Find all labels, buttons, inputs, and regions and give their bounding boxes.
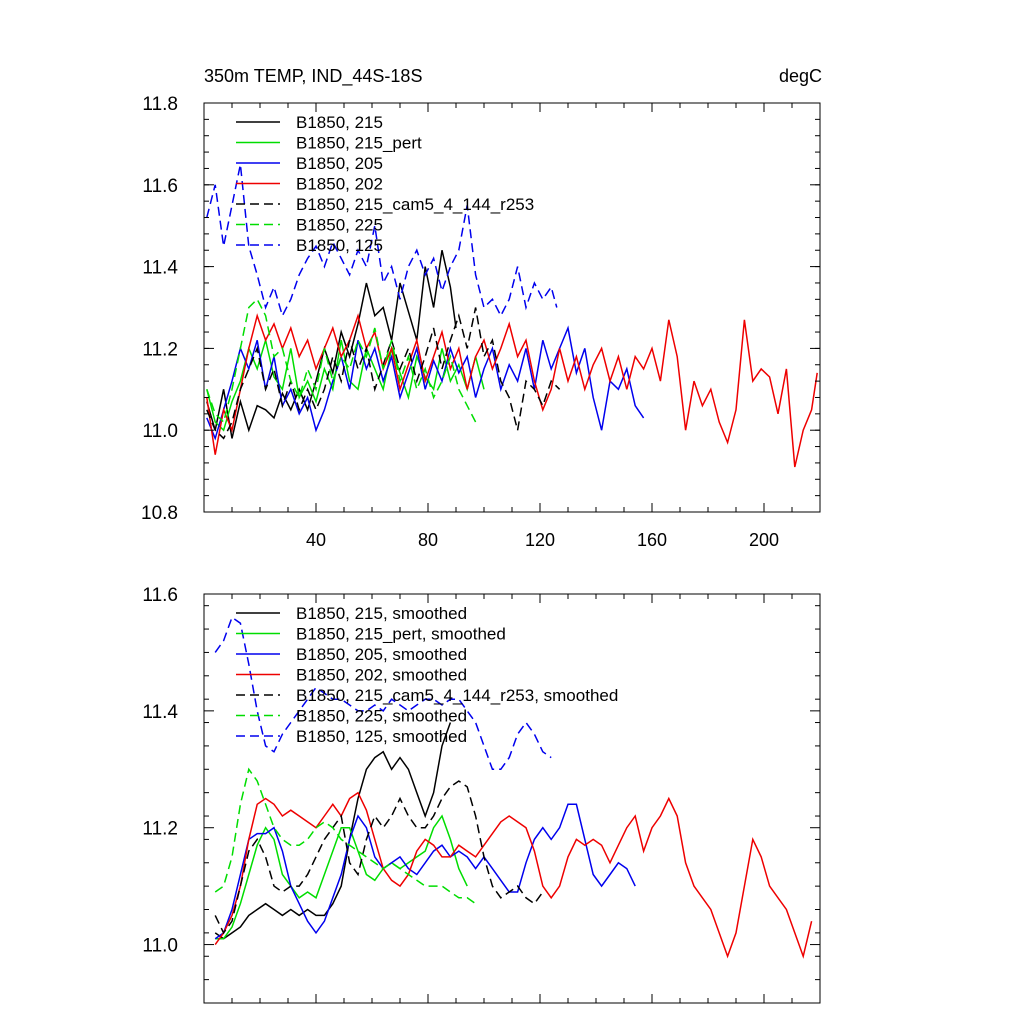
series-line-3 [214, 791, 813, 959]
top-panel-axes: 40 80 120 160 200 10.8 11.0 11.2 11.4 11.6 11.8 [141, 94, 821, 550]
bottom-panel-axes: 11.0 11.2 11.4 11.6 [142, 585, 821, 1004]
x-tick-label: 120 [525, 530, 555, 550]
legend-label: B1850, 215_pert [296, 134, 422, 153]
series-line-2 [214, 803, 636, 940]
y-tick-label: 11.4 [142, 258, 178, 279]
series-line-5 [214, 767, 477, 905]
x-tick-label: 40 [306, 530, 326, 550]
series-line-3 [206, 313, 818, 468]
y-tick-label: 11.0 [142, 936, 178, 957]
x-tick-label: 200 [749, 530, 779, 550]
legend-label: B1850, 125, smoothed [296, 727, 467, 746]
y-tick-label: 11.0 [142, 421, 178, 442]
series-line-0 [214, 722, 452, 940]
top-panel-units: degC [779, 66, 822, 86]
legend-label: B1850, 215_cam5_4_144_r253 [296, 195, 534, 214]
series-line-1 [215, 814, 468, 940]
y-tick-label: 11.6 [142, 176, 178, 197]
legend-label: B1850, 225, smoothed [296, 707, 467, 726]
y-tick-label: 11.2 [142, 339, 178, 360]
series-line-4 [206, 307, 561, 440]
top-panel-title: 350m TEMP, IND_44S-18S [204, 66, 422, 87]
top-panel: 350m TEMP, IND_44S-18S degC 40 80 120 160 20… [141, 66, 822, 550]
series-line-0 [206, 250, 457, 439]
legend-label: B1850, 125 [296, 236, 383, 255]
bottom-panel: 11.011.211.411.6 B1850, 215, smoothedB18… [142, 585, 821, 1004]
y-tick-label: 11.2 [142, 819, 178, 840]
series-line-6 [214, 616, 552, 771]
x-tick-label: 80 [418, 530, 438, 550]
legend-label: B1850, 202 [296, 175, 383, 194]
legend-label: B1850, 205 [296, 154, 383, 173]
top-panel-series-lines [206, 164, 818, 468]
legend-label: B1850, 215, smoothed [296, 604, 467, 623]
legend-label: B1850, 215 [296, 113, 383, 132]
legend-label: B1850, 215_pert, smoothed [296, 625, 506, 644]
legend-label: B1850, 215_cam5_4_144_r253, smoothed [296, 686, 618, 705]
bottom-panel-legend: B1850, 215, smoothed B1850, 215_pert, smo… [236, 604, 618, 746]
series-line-2 [206, 325, 645, 441]
series-line-5 [206, 298, 477, 424]
y-tick-label: 10.8 [141, 503, 178, 524]
y-tick-label: 11.8 [142, 94, 178, 115]
y-tick-label: 11.4 [142, 702, 178, 723]
x-tick-label: 160 [637, 530, 667, 550]
series-line-6 [206, 164, 558, 318]
bottom-panel-series-lines [214, 616, 813, 959]
legend-label: B1850, 202, smoothed [296, 666, 467, 685]
series-line-4 [214, 780, 544, 935]
legend-label: B1850, 225 [296, 216, 383, 235]
y-tick-label: 11.6 [142, 585, 178, 606]
legend-label: B1850, 205, smoothed [296, 645, 467, 664]
